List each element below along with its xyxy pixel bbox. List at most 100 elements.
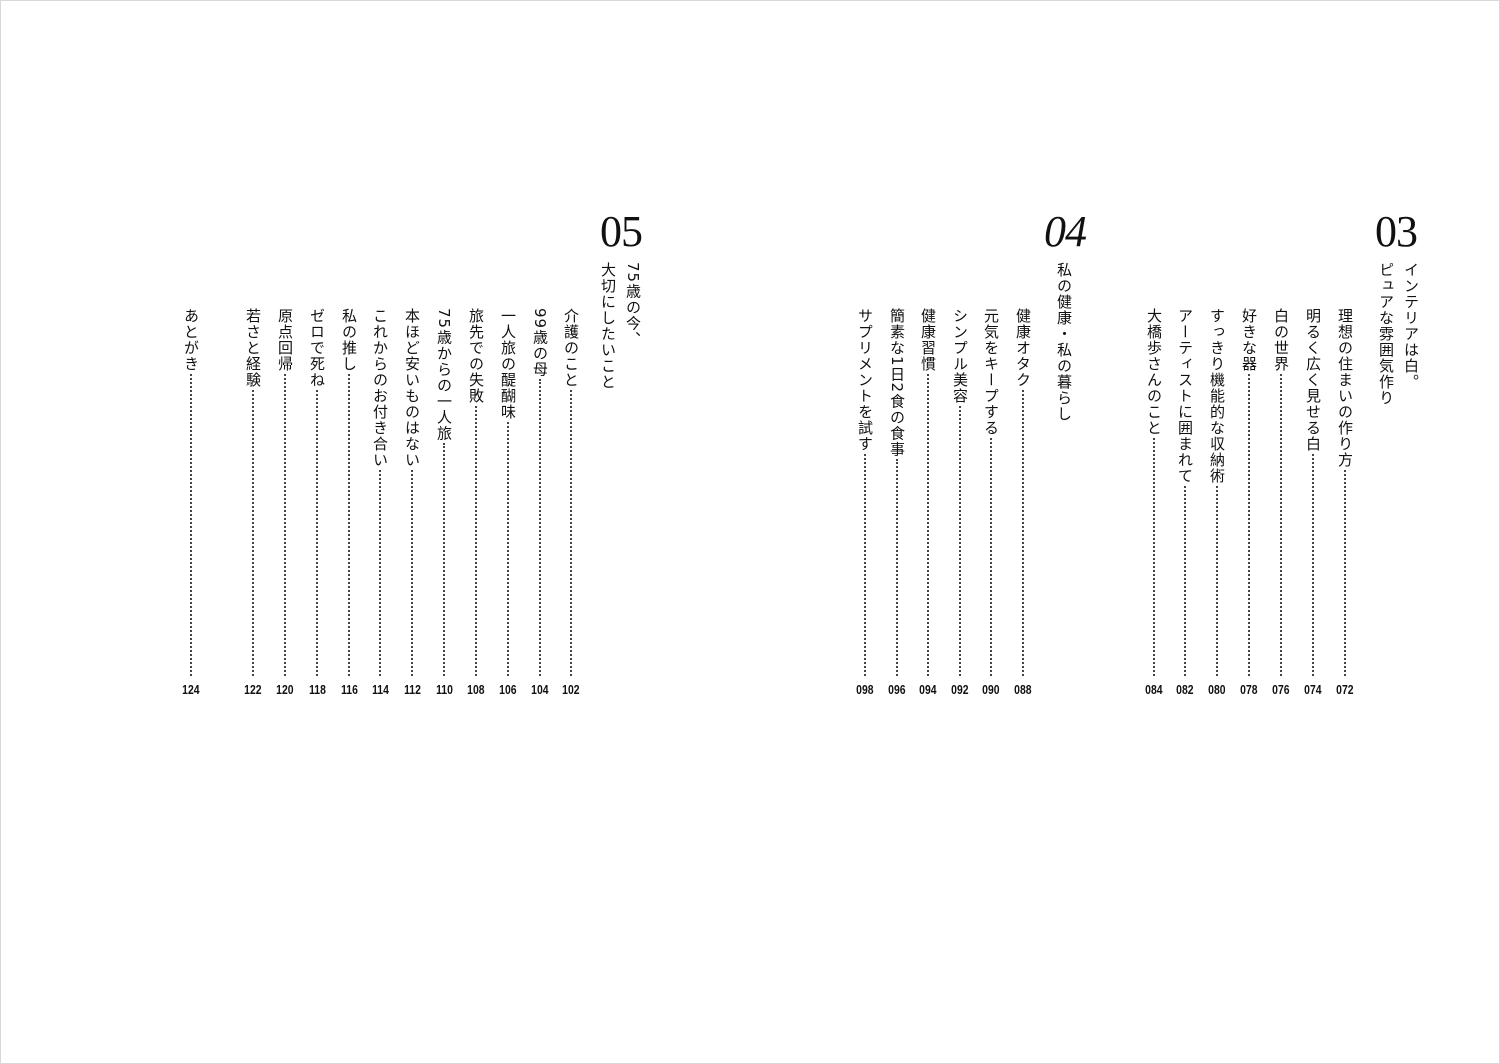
page-number: 074 (1304, 682, 1322, 697)
chapter-title: 大切にしたいこと (599, 262, 617, 390)
entry-title: 大橋歩さんのこと (1145, 308, 1163, 436)
toc-entry[interactable]: アーティストに囲まれて 082 (1170, 308, 1200, 698)
entry-title: すっきり機能的な収納術 (1208, 308, 1226, 484)
dotted-leader (990, 438, 992, 676)
toc-entry[interactable]: 元気をキープする 090 (976, 308, 1006, 698)
dotted-leader (927, 374, 929, 676)
entry-title: 簡素な1日2食の食事 (888, 308, 906, 458)
dotted-leader (539, 379, 541, 676)
toc-entry[interactable]: 好きな器 078 (1234, 308, 1264, 698)
toc-entry[interactable]: あとがき 124 (176, 308, 206, 698)
entry-title: 健康オタク (1014, 308, 1032, 388)
chapter-number: 05 (600, 207, 643, 256)
toc-entry[interactable]: 大橋歩さんのこと 084 (1139, 308, 1169, 698)
entry-title: 明るく広く見せる白 (1304, 308, 1322, 452)
page-number: 078 (1240, 682, 1258, 697)
chapter-title: 75歳の今、 (624, 262, 642, 348)
dotted-leader (443, 443, 445, 676)
dotted-leader (864, 454, 866, 676)
dotted-leader (316, 390, 318, 676)
page-number: 118 (308, 682, 326, 697)
entry-title: ゼロで死ね (308, 308, 326, 388)
toc-entry[interactable]: 白の世界 076 (1266, 308, 1296, 698)
entry-title: 一人旅の醍醐味 (499, 308, 517, 420)
entry-title: シンプル美容 (951, 308, 969, 404)
page-number: 094 (919, 682, 937, 697)
entry-title: 元気をキープする (982, 308, 1000, 436)
toc-entry[interactable]: 75歳からの一人旅 110 (429, 308, 459, 698)
toc-entry[interactable]: 一人旅の醍醐味 106 (493, 308, 523, 698)
entry-title: 理想の住まいの作り方 (1336, 308, 1354, 468)
entry-title: 原点回帰 (276, 308, 294, 372)
dotted-leader (379, 470, 381, 676)
page-number: 088 (1014, 682, 1032, 697)
toc-entry[interactable]: ゼロで死ね 118 (302, 308, 332, 698)
dotted-leader (1022, 390, 1024, 676)
toc-entry[interactable]: 明るく広く見せる白 074 (1298, 308, 1328, 698)
entry-title: 75歳からの一人旅 (435, 308, 453, 442)
page-number: 076 (1272, 682, 1290, 697)
toc-entry[interactable]: 健康習慣 094 (913, 308, 943, 698)
dotted-leader (896, 459, 898, 676)
entry-title: 若さと経験 (244, 308, 262, 388)
entry-title: これからのお付き合い (371, 308, 389, 468)
dotted-leader (1312, 454, 1314, 676)
entry-title: 好きな器 (1240, 308, 1258, 372)
entry-title: 介護のこと (562, 308, 580, 388)
page-number: 110 (435, 682, 453, 697)
toc-entry[interactable]: 原点回帰 120 (270, 308, 300, 698)
dotted-leader (252, 390, 254, 676)
toc-entry[interactable]: 理想の住まいの作り方 072 (1330, 308, 1360, 698)
toc-entry[interactable]: 介護のこと 102 (556, 308, 586, 698)
entry-title: 健康習慣 (919, 308, 937, 372)
toc-entry[interactable]: 健康オタク 088 (1008, 308, 1038, 698)
chapter-title: インテリアは白。 (1402, 262, 1420, 390)
page-number: 084 (1145, 682, 1163, 697)
entry-title: サプリメントを試す (856, 308, 874, 452)
dotted-leader (507, 422, 509, 676)
page-number: 124 (182, 682, 200, 697)
page-number: 080 (1208, 682, 1226, 697)
page-number: 092 (951, 682, 969, 697)
entry-title: あとがき (182, 308, 200, 372)
chapter-number: 04 (1044, 207, 1087, 256)
page-number: 102 (562, 682, 580, 697)
page-number: 098 (856, 682, 874, 697)
entry-title: アーティストに囲まれて (1176, 308, 1194, 484)
page-number: 104 (531, 682, 549, 697)
toc-entry[interactable]: 旅先での失敗 108 (461, 308, 491, 698)
toc-entry[interactable]: サプリメントを試す 098 (850, 308, 880, 698)
dotted-leader (1344, 470, 1346, 676)
chapter-number: 03 (1375, 207, 1418, 256)
page-number: 082 (1176, 682, 1194, 697)
toc-entry[interactable]: これからのお付き合い 114 (365, 308, 395, 698)
page-number: 120 (276, 682, 294, 697)
entry-title: 私の推し (340, 308, 358, 372)
dotted-leader (1216, 486, 1218, 676)
page-number: 090 (982, 682, 1000, 697)
toc-entry[interactable]: 99歳の母 104 (525, 308, 555, 698)
toc-entry[interactable]: 私の推し 116 (334, 308, 364, 698)
dotted-leader (1280, 374, 1282, 676)
page-number: 116 (340, 682, 358, 697)
page-number: 114 (371, 682, 389, 697)
page-number: 108 (467, 682, 485, 697)
toc-entry[interactable]: すっきり機能的な収納術 080 (1202, 308, 1232, 698)
page-number: 106 (499, 682, 517, 697)
dotted-leader (190, 374, 192, 676)
dotted-leader (475, 406, 477, 676)
toc-entry[interactable]: シンプル美容 092 (945, 308, 975, 698)
dotted-leader (570, 390, 572, 676)
page-number: 112 (403, 682, 421, 697)
page-number: 122 (244, 682, 262, 697)
page-number: 096 (888, 682, 906, 697)
entry-title: 本ほど安いものはない (403, 308, 421, 468)
dotted-leader (411, 470, 413, 676)
chapter-title: ピュアな雰囲気作り (1377, 262, 1395, 406)
entry-title: 旅先での失敗 (467, 308, 485, 404)
dotted-leader (1153, 438, 1155, 676)
dotted-leader (1184, 486, 1186, 676)
toc-entry[interactable]: 簡素な1日2食の食事 096 (882, 308, 912, 698)
toc-entry[interactable]: 若さと経験 122 (238, 308, 268, 698)
toc-entry[interactable]: 本ほど安いものはない 112 (397, 308, 427, 698)
